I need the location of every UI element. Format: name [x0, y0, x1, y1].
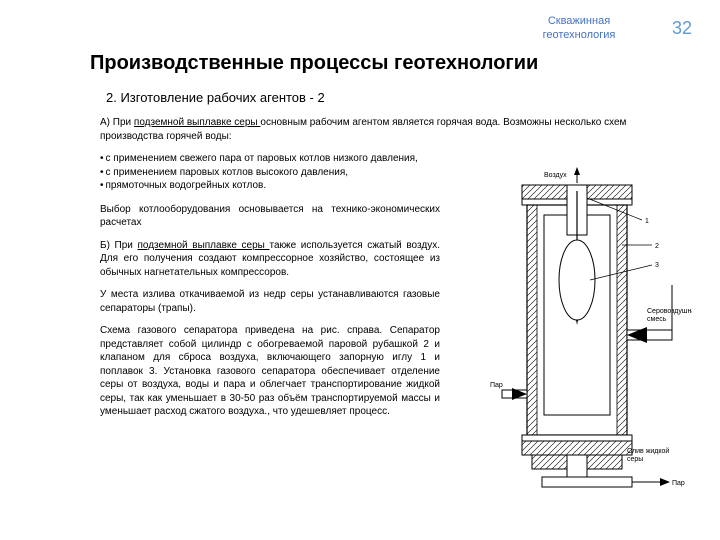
page-number: 32	[672, 18, 692, 39]
para-a-underline: подземной выплавке серы	[134, 117, 261, 128]
page-title: Производственные процессы геотехнологии	[90, 52, 538, 75]
paragraph-scheme: Схема газового сепаратора приведена на р…	[100, 324, 440, 419]
paragraph-choice: Выбор котлооборудования основывается на …	[100, 203, 440, 230]
category-line-1: Скважинная	[548, 15, 610, 27]
paragraph-trap: У места излива откачиваемой из недр серы…	[100, 288, 440, 315]
diagram-label-3: 3	[655, 262, 659, 269]
paragraph-a: А) При подземной выплавке серы основным …	[100, 116, 660, 143]
diagram-label-2: 2	[655, 243, 659, 250]
section-subtitle: 2. Изготовление рабочих агентов - 2	[106, 90, 325, 105]
para-b-underline: подземной выплавке серы	[137, 240, 269, 251]
category-label: Скважинная геотехнология	[524, 15, 634, 43]
para-a-intro: А) При	[100, 117, 134, 128]
separator-diagram: Воздух 1 2 3 Серовоздушная смесь Пар Сли…	[472, 165, 692, 515]
diagram-label-par-bottom: Пар	[672, 480, 685, 487]
diagram-label-sliv: Слив жидкой серы	[627, 447, 671, 463]
diagram-label-1: 1	[645, 218, 649, 225]
list-item: с применением свежего пара от паровых ко…	[100, 152, 660, 166]
diagram-label-top: Воздух	[544, 172, 567, 179]
paragraph-b: Б) При подземной выплавке серы также исп…	[100, 239, 440, 280]
diagram-label-mix: Серовоздушная смесь	[647, 308, 692, 323]
diagram-label-par-left: Пар	[490, 382, 503, 389]
para-b-intro: Б) При	[100, 240, 137, 251]
category-line-2: геотехнология	[543, 29, 616, 41]
